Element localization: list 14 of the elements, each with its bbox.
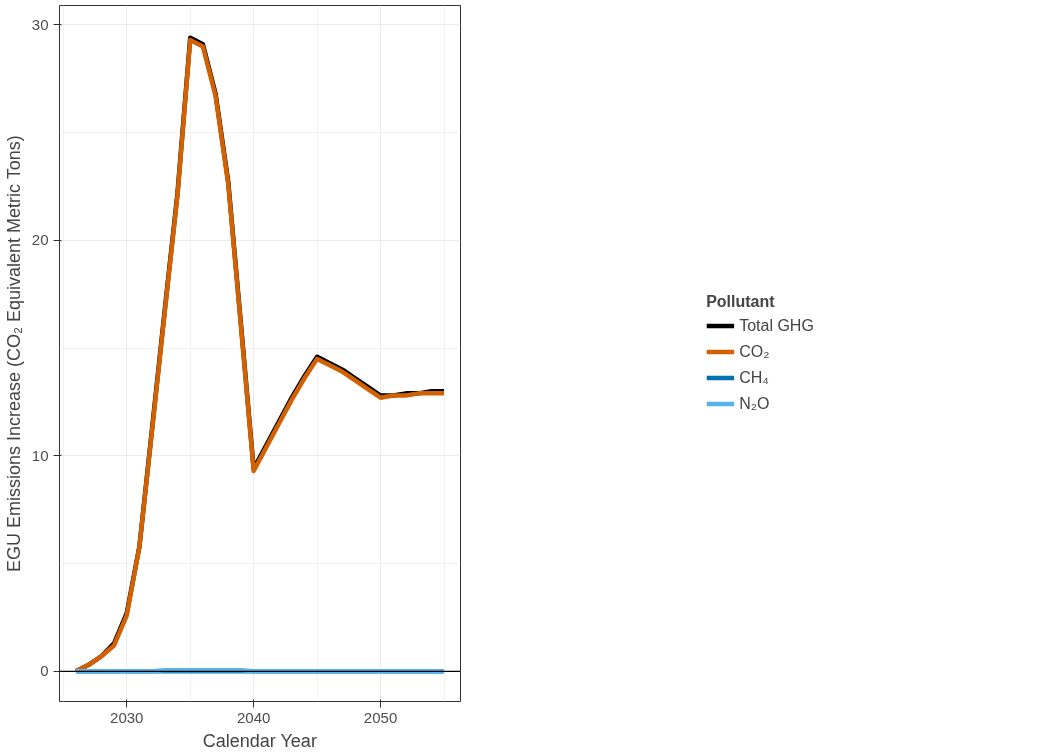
legend-label: Total GHG [739, 316, 814, 335]
y-tick-label: 20 [31, 231, 49, 249]
legend-title: Pollutant [706, 292, 776, 311]
x-axis-title: Calendar Year [202, 730, 317, 751]
y-tick-label: 10 [31, 446, 49, 464]
x-tick-label: 2030 [110, 708, 144, 726]
y-axis-title: EGU Emissions Increase (CO₂ Equivalent Metric Tons) [3, 135, 24, 573]
legend-label: CO₂ [739, 342, 770, 361]
legend-label: CH₄ [739, 368, 769, 387]
x-tick-label: 2050 [363, 708, 398, 726]
x-tick-label: 2040 [236, 708, 271, 726]
legend-label: N₂O [739, 394, 770, 413]
y-tick-label: 30 [31, 15, 49, 33]
y-tick-label: 0 [40, 662, 49, 680]
